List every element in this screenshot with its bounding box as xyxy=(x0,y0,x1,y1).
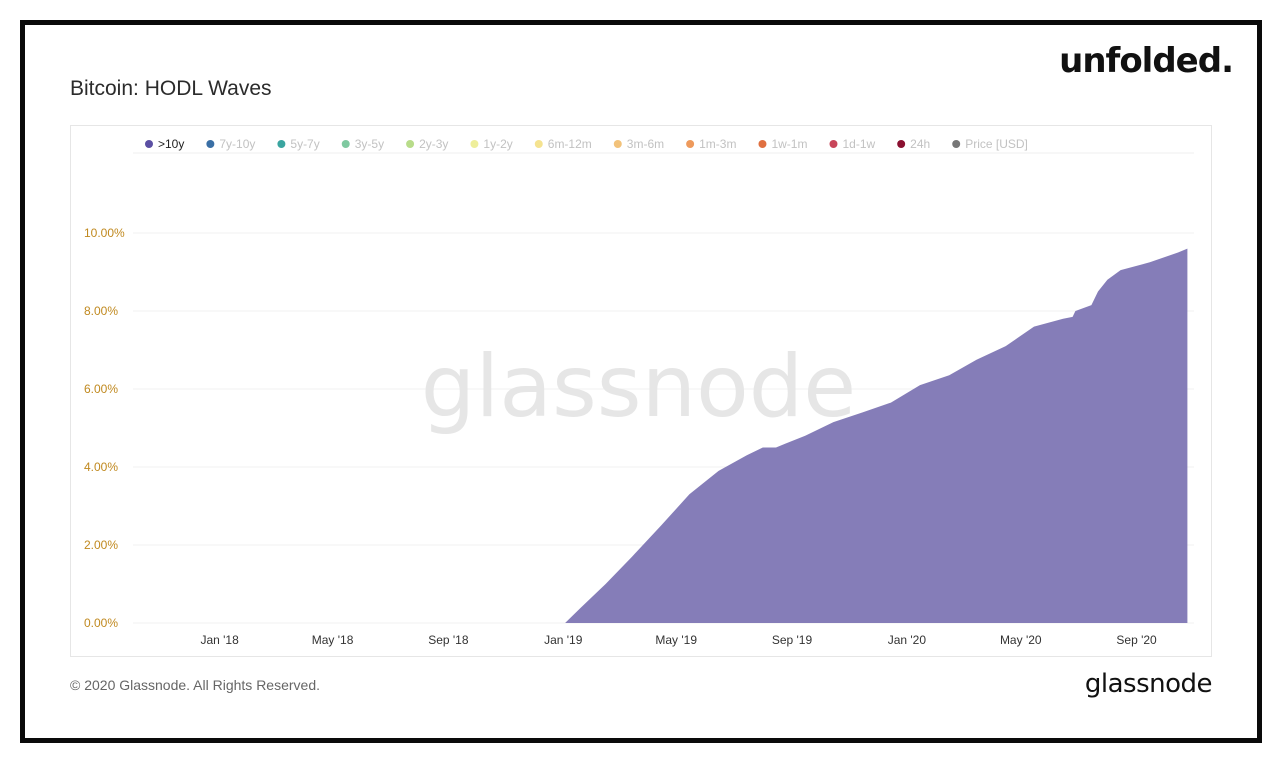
legend-dot xyxy=(829,140,838,148)
legend-dot xyxy=(145,140,153,148)
y-tick-label: 6.00% xyxy=(84,382,118,396)
legend-label: 1w-1m xyxy=(771,137,807,151)
x-tick-label: May '19 xyxy=(655,633,697,647)
legend-label: 5y-7y xyxy=(290,137,319,151)
legend-label: 6m-12m xyxy=(548,137,592,151)
legend-item[interactable]: 3m-6m xyxy=(613,137,664,151)
x-tick-label: Sep '18 xyxy=(428,633,469,647)
legend-dot xyxy=(613,140,622,148)
legend-dot xyxy=(758,140,767,148)
legend-item[interactable]: 1y-2y xyxy=(470,137,513,151)
glassnode-logo: glassnode xyxy=(1084,669,1213,699)
x-tick-label: Sep '20 xyxy=(1116,633,1157,647)
x-tick-label: Jan '20 xyxy=(888,633,927,647)
legend-dot xyxy=(686,140,695,148)
legend-item[interactable]: 6m-12m xyxy=(534,137,592,151)
legend-label: 1d-1w xyxy=(842,137,875,151)
chart-title: Bitcoin: HODL Waves xyxy=(70,77,272,100)
legend-label: 3m-6m xyxy=(627,137,664,151)
legend-dot xyxy=(206,140,215,148)
unfolded-logo: unfolded. xyxy=(1059,41,1234,81)
legend-item[interactable]: 1m-3m xyxy=(686,137,736,151)
legend-label: 7y-10y xyxy=(219,137,255,151)
legend-item[interactable]: 2y-3y xyxy=(406,137,448,151)
legend-item[interactable]: >10y xyxy=(145,137,184,151)
legend-label: 3y-5y xyxy=(355,137,384,151)
card-frame: unfolded. Bitcoin: HODL Waves glassnode … xyxy=(20,20,1262,743)
legend-dot xyxy=(406,140,415,148)
legend-label: Price [USD] xyxy=(965,137,1028,151)
legend-item[interactable]: 7y-10y xyxy=(206,137,255,151)
legend-item[interactable]: Price [USD] xyxy=(952,137,1028,151)
y-tick-label: 8.00% xyxy=(84,304,118,318)
legend-dot xyxy=(470,140,479,148)
legend-dot xyxy=(341,140,350,148)
chart-panel: glassnode 0.00% 2.00% 4.00% 6.00% 8.00% 10.00… xyxy=(70,125,1212,657)
x-tick-label: May '20 xyxy=(1000,633,1042,647)
legend-item[interactable]: 1w-1m xyxy=(758,137,807,151)
x-tick-label: Sep '19 xyxy=(772,633,813,647)
y-tick-label: 10.00% xyxy=(84,226,125,240)
legend-label: 2y-3y xyxy=(419,137,448,151)
legend-label: 24h xyxy=(910,137,930,151)
legend-item[interactable]: 5y-7y xyxy=(277,137,320,151)
legend-dot xyxy=(952,140,961,148)
y-tick-label: 4.00% xyxy=(84,460,118,474)
legend-label: 1m-3m xyxy=(699,137,736,151)
legend-dot xyxy=(534,140,543,148)
copyright-text: © 2020 Glassnode. All Rights Reserved. xyxy=(70,677,321,693)
legend-dot xyxy=(277,140,286,148)
legend-label: >10y xyxy=(158,137,184,151)
x-tick-label: Jan '18 xyxy=(200,633,239,647)
legend-item[interactable]: 1d-1w xyxy=(829,137,876,151)
y-tick-label: 2.00% xyxy=(84,538,118,552)
glassnode-watermark: glassnode xyxy=(421,337,856,437)
legend-dot xyxy=(897,140,906,148)
area-series-gt10y[interactable] xyxy=(133,248,1188,623)
x-tick-label: Jan '19 xyxy=(544,633,583,647)
x-tick-label: May '18 xyxy=(312,633,354,647)
legend-item[interactable]: 3y-5y xyxy=(341,137,384,151)
hodl-waves-chart: glassnode 0.00% 2.00% 4.00% 6.00% 8.00% 10.00… xyxy=(84,137,1194,647)
y-tick-label: 0.00% xyxy=(84,616,118,630)
legend-item[interactable]: 24h xyxy=(897,137,930,151)
legend-label: 1y-2y xyxy=(483,137,512,151)
